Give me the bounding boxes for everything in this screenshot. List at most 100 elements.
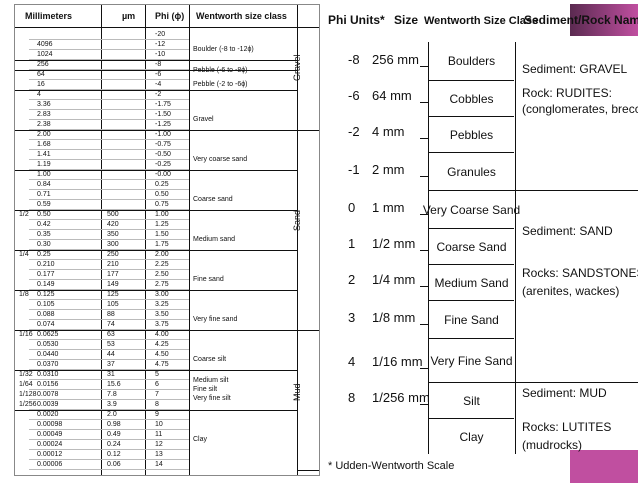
- row-tick: [29, 49, 189, 50]
- row-phi: 12: [155, 441, 163, 448]
- row-tick: [29, 309, 189, 310]
- class-boundary: [15, 210, 297, 211]
- row-millimeters: 0.42: [37, 221, 51, 228]
- size-value: 1 mm: [372, 200, 405, 215]
- row-phi: 3.50: [155, 311, 169, 318]
- phi-unit-value: 1: [348, 236, 356, 251]
- wentworth-class-cell: Fine Sand: [429, 300, 514, 339]
- row-millimeters: 0.71: [37, 191, 51, 198]
- size-class-label: Pebble (-2 to -6ϕ): [193, 81, 248, 88]
- class-boundary: [15, 370, 297, 371]
- header-micrometers: µm: [122, 11, 136, 21]
- row-micrometers: 7.8: [107, 391, 117, 398]
- row-phi: 14: [155, 461, 163, 468]
- rock-examples: (arenites, wackes): [522, 284, 620, 298]
- row-tick: [29, 329, 189, 330]
- size-class-label: Very fine silt: [193, 395, 231, 402]
- row-tick: [29, 369, 189, 370]
- row-phi: 0.25: [155, 181, 169, 188]
- row-phi: 11: [155, 431, 163, 438]
- row-millimeters: 0.00024: [37, 441, 63, 448]
- row-micrometers: 500: [107, 211, 119, 218]
- row-tick: [29, 229, 189, 230]
- sediment-separator-2: [428, 382, 638, 383]
- row-millimeters: 0.00049: [37, 431, 63, 438]
- row-fraction: 1/8: [19, 291, 29, 298]
- size-value: 1/2 mm: [372, 236, 416, 251]
- row-millimeters: 0.0310: [37, 371, 59, 378]
- wentworth-column-border: [428, 42, 516, 454]
- phi-unit-value: -6: [348, 88, 360, 103]
- wentworth-class-cell: Clay: [429, 418, 514, 455]
- group-boundary: [297, 470, 319, 471]
- accent-bar-top: [570, 4, 638, 36]
- row-phi: -0.75: [155, 141, 171, 148]
- sediment-name: Sediment: SAND: [522, 224, 613, 238]
- row-tick: [29, 99, 189, 100]
- row-millimeters: 16: [37, 81, 45, 88]
- header-sediment-rock: Sediment/Rock Name: [524, 13, 638, 27]
- row-millimeters: 0.00006: [37, 461, 63, 468]
- group-label: Sand: [292, 209, 302, 231]
- row-millimeters: 0.00098: [37, 421, 63, 428]
- row-micrometers: 88: [107, 311, 115, 318]
- row-tick: [29, 129, 189, 130]
- size-class-label: Medium sand: [193, 236, 236, 243]
- class-boundary: [15, 170, 297, 171]
- row-micrometers: 0.12: [107, 451, 121, 458]
- row-phi: 3.75: [155, 321, 169, 328]
- divider-um-phi: [145, 5, 146, 475]
- size-tick: [420, 404, 428, 405]
- row-tick: [29, 89, 189, 90]
- row-tick: [29, 259, 189, 260]
- row-millimeters: 0.0078: [37, 391, 59, 398]
- class-boundary: [15, 410, 297, 411]
- divider-phi-class: [189, 5, 190, 475]
- row-micrometers: 420: [107, 221, 119, 228]
- group-label: Gravel: [292, 54, 302, 81]
- row-millimeters: 0.0156: [37, 381, 59, 388]
- header-phi: Phi (ϕ): [155, 11, 185, 21]
- rock-name: Rock: RUDITES:: [522, 86, 613, 100]
- row-tick: [29, 379, 189, 380]
- row-phi: 13: [155, 451, 163, 458]
- row-millimeters: 2.83: [37, 111, 51, 118]
- right-size-table: Phi Units* Size Wentworth Size Class Sed…: [324, 4, 638, 483]
- row-phi: -8: [155, 61, 162, 68]
- group-boundary: [297, 130, 319, 131]
- size-tick: [420, 138, 428, 139]
- row-phi: 0.75: [155, 201, 169, 208]
- wentworth-class-cell: Boulders: [447, 54, 496, 68]
- size-tick: [420, 324, 428, 325]
- row-micrometers: 74: [107, 321, 115, 328]
- size-class-label: Coarse silt: [193, 356, 227, 363]
- size-class-label: Pebble (-6 to -8ϕ): [193, 67, 248, 75]
- size-tick: [420, 176, 428, 177]
- row-phi: -1.75: [155, 101, 171, 108]
- wentworth-class-cell: Pebbles: [429, 116, 514, 153]
- class-boundary: [15, 70, 297, 71]
- header-wentworth-class: Wentworth Size Class: [424, 15, 539, 27]
- row-phi: 4.00: [155, 331, 169, 338]
- row-fraction: 1/128: [19, 391, 37, 398]
- row-phi: -0.00: [155, 171, 171, 178]
- row-micrometers: 31: [107, 371, 115, 378]
- row-tick: [29, 109, 189, 110]
- row-micrometers: 3.9: [107, 401, 117, 408]
- left-table-body: -20 4096 -12 1024 -10 256 -8 64 -6 16 -4 4 -2 3.36 -1.…: [15, 27, 319, 475]
- right-table-body: Boulders Cobbles Pebbles Granules Very Coars…: [324, 42, 638, 454]
- size-class-label: Clay: [193, 436, 208, 443]
- rock-examples: (conglomerates, breccias): [522, 102, 638, 116]
- row-phi: -6: [155, 71, 162, 78]
- row-micrometers: 250: [107, 251, 119, 258]
- row-tick: [29, 439, 189, 440]
- row-phi: 2.25: [155, 261, 169, 268]
- row-fraction: 1/4: [19, 251, 29, 258]
- row-millimeters: 2.38: [37, 121, 51, 128]
- phi-unit-value: -2: [348, 124, 360, 139]
- row-millimeters: 256: [37, 61, 49, 68]
- row-millimeters: 0.00012: [37, 451, 63, 458]
- row-tick: [29, 449, 189, 450]
- left-header-row: Millimeters µm Phi (ϕ) Wentworth size cl…: [15, 5, 319, 28]
- class-boundary: [15, 90, 297, 91]
